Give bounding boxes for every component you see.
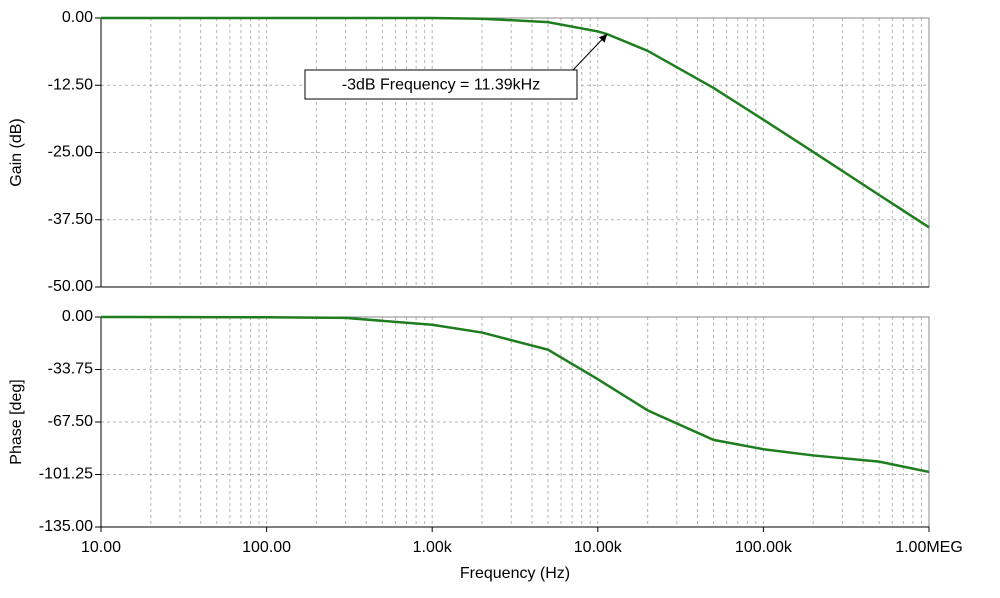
x-tick-label: 100.00 <box>242 539 291 556</box>
y-tick-label: -135.00 <box>39 518 93 535</box>
x-tick-label: 1.00MEG <box>895 539 963 556</box>
y-tick-label: 0.00 <box>62 9 93 26</box>
y-tick-label: -101.25 <box>39 466 93 483</box>
y-axis-title: Gain (dB) <box>8 118 25 186</box>
annotation: -3dB Frequency = 11.39kHz <box>342 77 540 94</box>
data-line <box>100 315 930 474</box>
annotation-arrow <box>572 33 608 71</box>
x-tick-label: 10.00k <box>574 539 623 556</box>
y-tick-label: -67.50 <box>48 413 93 430</box>
annotation-box <box>304 69 578 100</box>
y-tick-label: -25.00 <box>48 144 93 161</box>
y-tick-label: -50.00 <box>48 278 93 295</box>
y-axis-title: Phase [deg] <box>8 379 25 464</box>
y-tick-label: -12.50 <box>48 76 93 93</box>
data-line <box>101 16 930 229</box>
y-tick-label: 0.00 <box>62 308 93 325</box>
x-tick-label: 10.00 <box>81 539 121 556</box>
y-tick-label: -37.50 <box>48 211 93 228</box>
y-tick-label: -33.75 <box>48 361 93 378</box>
x-tick-label: 1.00k <box>413 539 453 556</box>
x-tick-label: 100.00k <box>735 539 793 556</box>
x-axis-title: Frequency (Hz) <box>460 565 570 582</box>
